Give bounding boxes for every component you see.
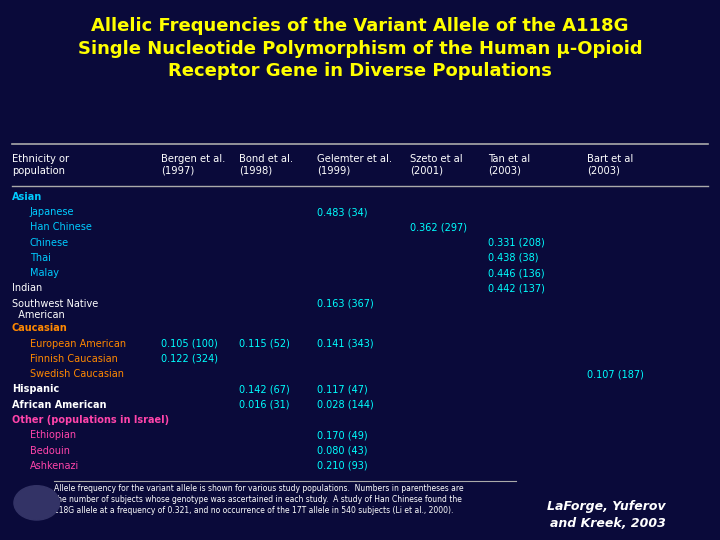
Text: Ethnicity or
population: Ethnicity or population [12,154,69,176]
Text: 0.115 (52): 0.115 (52) [239,339,290,348]
Text: Bedouin: Bedouin [30,446,70,456]
Text: Asian: Asian [12,192,42,202]
Text: 0.446 (136): 0.446 (136) [488,268,544,278]
Text: Gelemter et al.
(1999): Gelemter et al. (1999) [318,154,392,176]
Text: 0.331 (208): 0.331 (208) [488,238,544,248]
Text: Other (populations in Israel): Other (populations in Israel) [12,415,169,425]
Text: Ethiopian: Ethiopian [30,430,76,440]
Text: LaForge, Yuferov
and Kreek, 2003: LaForge, Yuferov and Kreek, 2003 [547,500,665,530]
Text: African American: African American [12,400,107,410]
Text: 0.122 (324): 0.122 (324) [161,354,218,364]
Text: 0.080 (43): 0.080 (43) [318,446,368,456]
Text: 0.028 (144): 0.028 (144) [318,400,374,410]
Text: 0.442 (137): 0.442 (137) [488,284,545,294]
Text: Hispanic: Hispanic [12,384,59,394]
Text: 0.163 (367): 0.163 (367) [318,299,374,309]
Text: Malay: Malay [30,268,58,278]
Text: Bond et al.
(1998): Bond et al. (1998) [239,154,293,176]
Text: Ashkenazi: Ashkenazi [30,461,78,471]
Text: Bergen et al.
(1997): Bergen et al. (1997) [161,154,225,176]
Circle shape [14,485,60,520]
Text: Swedish Caucasian: Swedish Caucasian [30,369,124,379]
Text: 0.210 (93): 0.210 (93) [318,461,368,471]
Text: Allele frequency for the variant allele is shown for various study populations. : Allele frequency for the variant allele … [55,484,464,515]
Text: Caucasian: Caucasian [12,323,68,333]
Text: Tan et al
(2003): Tan et al (2003) [488,154,530,176]
Text: Indian: Indian [12,284,42,294]
Text: Southwest Native
  American: Southwest Native American [12,299,98,320]
Text: Thai: Thai [30,253,50,263]
Text: Bart et al
(2003): Bart et al (2003) [588,154,634,176]
Text: European American: European American [30,339,126,348]
Text: 0.105 (100): 0.105 (100) [161,339,217,348]
Text: 0.438 (38): 0.438 (38) [488,253,539,263]
Text: Chinese: Chinese [30,238,68,248]
Text: 0.117 (47): 0.117 (47) [318,384,368,394]
Text: 0.170 (49): 0.170 (49) [318,430,368,440]
Text: Japanese: Japanese [30,207,74,217]
Text: Allelic Frequencies of the Variant Allele of the A118G
Single Nucleotide Polymor: Allelic Frequencies of the Variant Allel… [78,17,642,80]
Text: 0.016 (31): 0.016 (31) [239,400,289,410]
Text: Finnish Caucasian: Finnish Caucasian [30,354,117,364]
Text: Szeto et al
(2001): Szeto et al (2001) [410,154,462,176]
Text: 0.142 (67): 0.142 (67) [239,384,290,394]
Text: 0.362 (297): 0.362 (297) [410,222,467,232]
Text: 0.483 (34): 0.483 (34) [318,207,368,217]
Text: 0.141 (343): 0.141 (343) [318,339,374,348]
Text: Han Chinese: Han Chinese [30,222,91,232]
Text: 0.107 (187): 0.107 (187) [588,369,644,379]
